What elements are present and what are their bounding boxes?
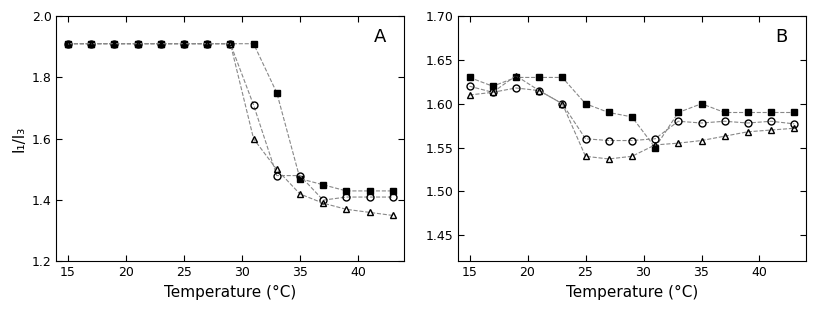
X-axis label: Temperature (°C): Temperature (°C) — [164, 285, 297, 300]
X-axis label: Temperature (°C): Temperature (°C) — [566, 285, 698, 300]
Text: B: B — [775, 28, 788, 46]
Y-axis label: I₁/I₃: I₁/I₃ — [11, 126, 26, 152]
Text: A: A — [374, 28, 386, 46]
